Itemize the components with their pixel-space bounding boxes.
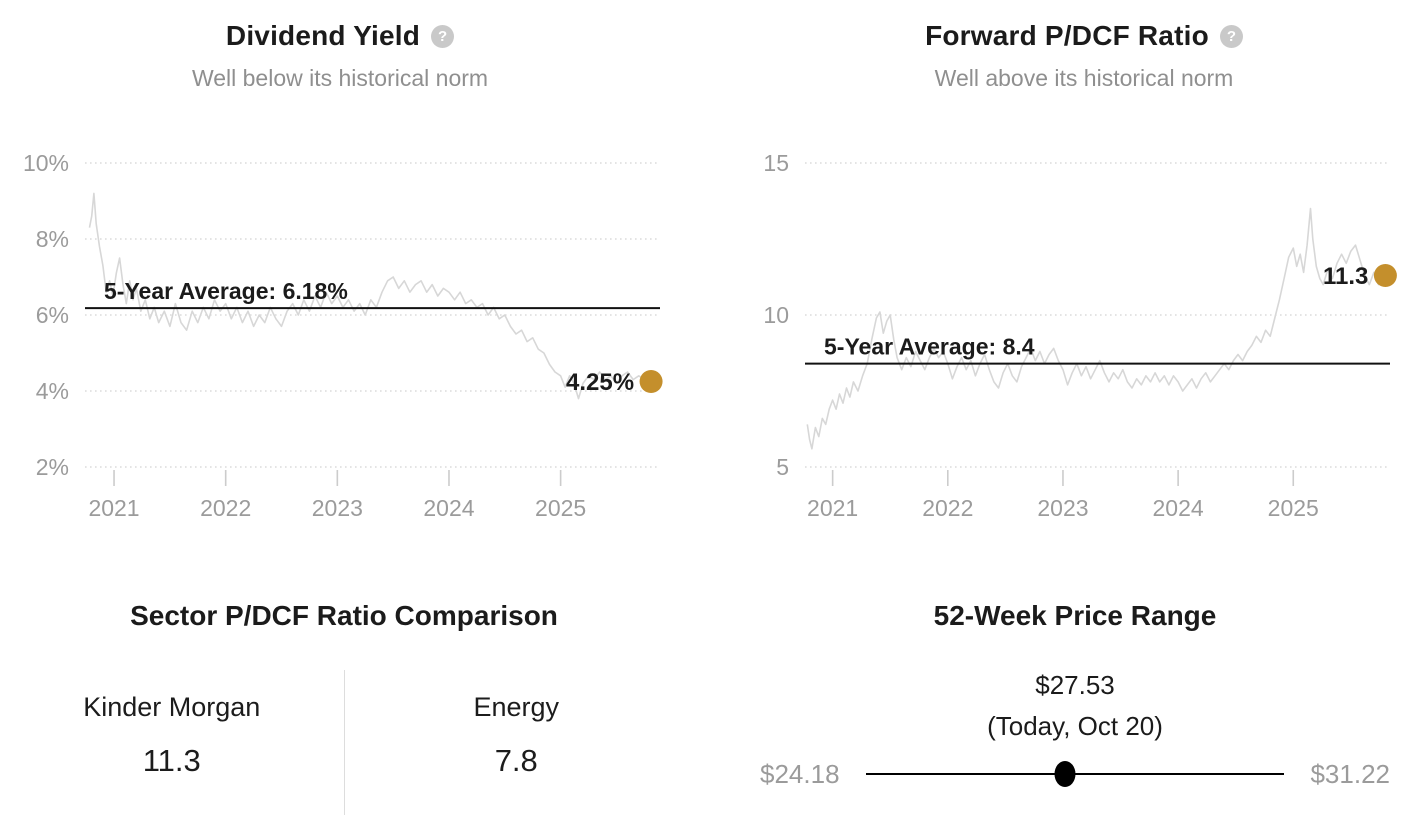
y-axis-tick-label: 6% xyxy=(36,302,69,328)
price-range-slider: $24.18 $31.22 xyxy=(760,758,1390,790)
pdcf-ratio-title: Forward P/DCF Ratio xyxy=(925,20,1209,51)
x-axis-tick-label: 2025 xyxy=(535,495,586,521)
company-pdcf-value: 11.3 xyxy=(142,743,201,778)
price-range-panel: 52-Week Price Range $27.53 (Today, Oct 2… xyxy=(760,598,1390,790)
y-axis-tick-label: 10 xyxy=(763,302,789,328)
dividend-yield-title: Dividend Yield xyxy=(225,20,421,51)
price-range-low: $24.18 xyxy=(760,758,840,789)
dividend-yield-chart: 10% 8% 6% 4% 2% 2021 2022 2023 2024 2025 5-Year Av… xyxy=(23,150,663,521)
company-name: Kinder Morgan xyxy=(83,692,261,722)
price-range-title: 52-Week Price Range xyxy=(933,600,1217,631)
current-value-label: 4.25% xyxy=(566,369,634,396)
sector-column-sector: Energy 7.8 xyxy=(345,670,689,815)
help-icon[interactable]: ? xyxy=(1219,24,1243,48)
x-axis-tick-label: 2022 xyxy=(200,495,251,521)
y-axis-tick-label: 10% xyxy=(23,150,69,176)
x-axis-tick-label: 2021 xyxy=(807,495,858,521)
current-price-date: (Today, Oct 20) xyxy=(987,711,1163,741)
sector-comparison-title: Sector P/DCF Ratio Comparison xyxy=(130,600,558,631)
sector-column-company: Kinder Morgan 11.3 xyxy=(0,670,345,815)
sector-pdcf-value: 7.8 xyxy=(494,743,538,778)
current-value-dot xyxy=(1373,263,1397,287)
dividend-yield-subtitle: Well below its historical norm xyxy=(191,65,489,91)
x-axis-tick-label: 2024 xyxy=(1153,495,1204,521)
price-range-track xyxy=(865,758,1285,790)
y-axis-tick-label: 2% xyxy=(36,454,69,480)
pdcf-ratio-chart: 15 10 5 2021 2022 2023 2024 2025 5-Year Average:… xyxy=(763,150,1397,521)
dividend-yield-header: Dividend Yield ? Well below its historic… xyxy=(0,20,680,92)
series-line xyxy=(88,192,652,400)
y-axis-tick-label: 4% xyxy=(36,378,69,404)
y-axis-tick-label: 5 xyxy=(776,454,789,480)
x-axis-tick-label: 2023 xyxy=(312,495,363,521)
average-label: 5-Year Average: 6.18% xyxy=(104,278,348,304)
x-axis-tick-label: 2022 xyxy=(922,495,973,521)
current-value-label: 11.3 xyxy=(1323,263,1368,290)
average-label: 5-Year Average: 8.4 xyxy=(824,334,1035,360)
y-axis-tick-label: 8% xyxy=(36,226,69,252)
current-value-dot xyxy=(639,370,663,393)
pdcf-ratio-header: Forward P/DCF Ratio ? Well above its his… xyxy=(744,20,1424,92)
current-price-marker xyxy=(1054,761,1076,787)
pdcf-ratio-subtitle: Well above its historical norm xyxy=(934,65,1234,91)
x-axis-tick-label: 2024 xyxy=(423,495,474,521)
x-axis-tick-label: 2025 xyxy=(1268,495,1319,521)
help-icon[interactable]: ? xyxy=(431,24,455,48)
y-axis-tick-label: 15 xyxy=(763,150,789,176)
sector-comparison-panel: Sector P/DCF Ratio Comparison Kinder Mor… xyxy=(0,598,688,815)
series-line xyxy=(806,207,1387,450)
price-range-high: $31.22 xyxy=(1310,758,1390,789)
sector-name: Energy xyxy=(473,692,560,722)
x-axis-tick-label: 2021 xyxy=(88,495,139,521)
x-axis-tick-label: 2023 xyxy=(1037,495,1088,521)
current-price: $27.53 xyxy=(1035,670,1115,700)
